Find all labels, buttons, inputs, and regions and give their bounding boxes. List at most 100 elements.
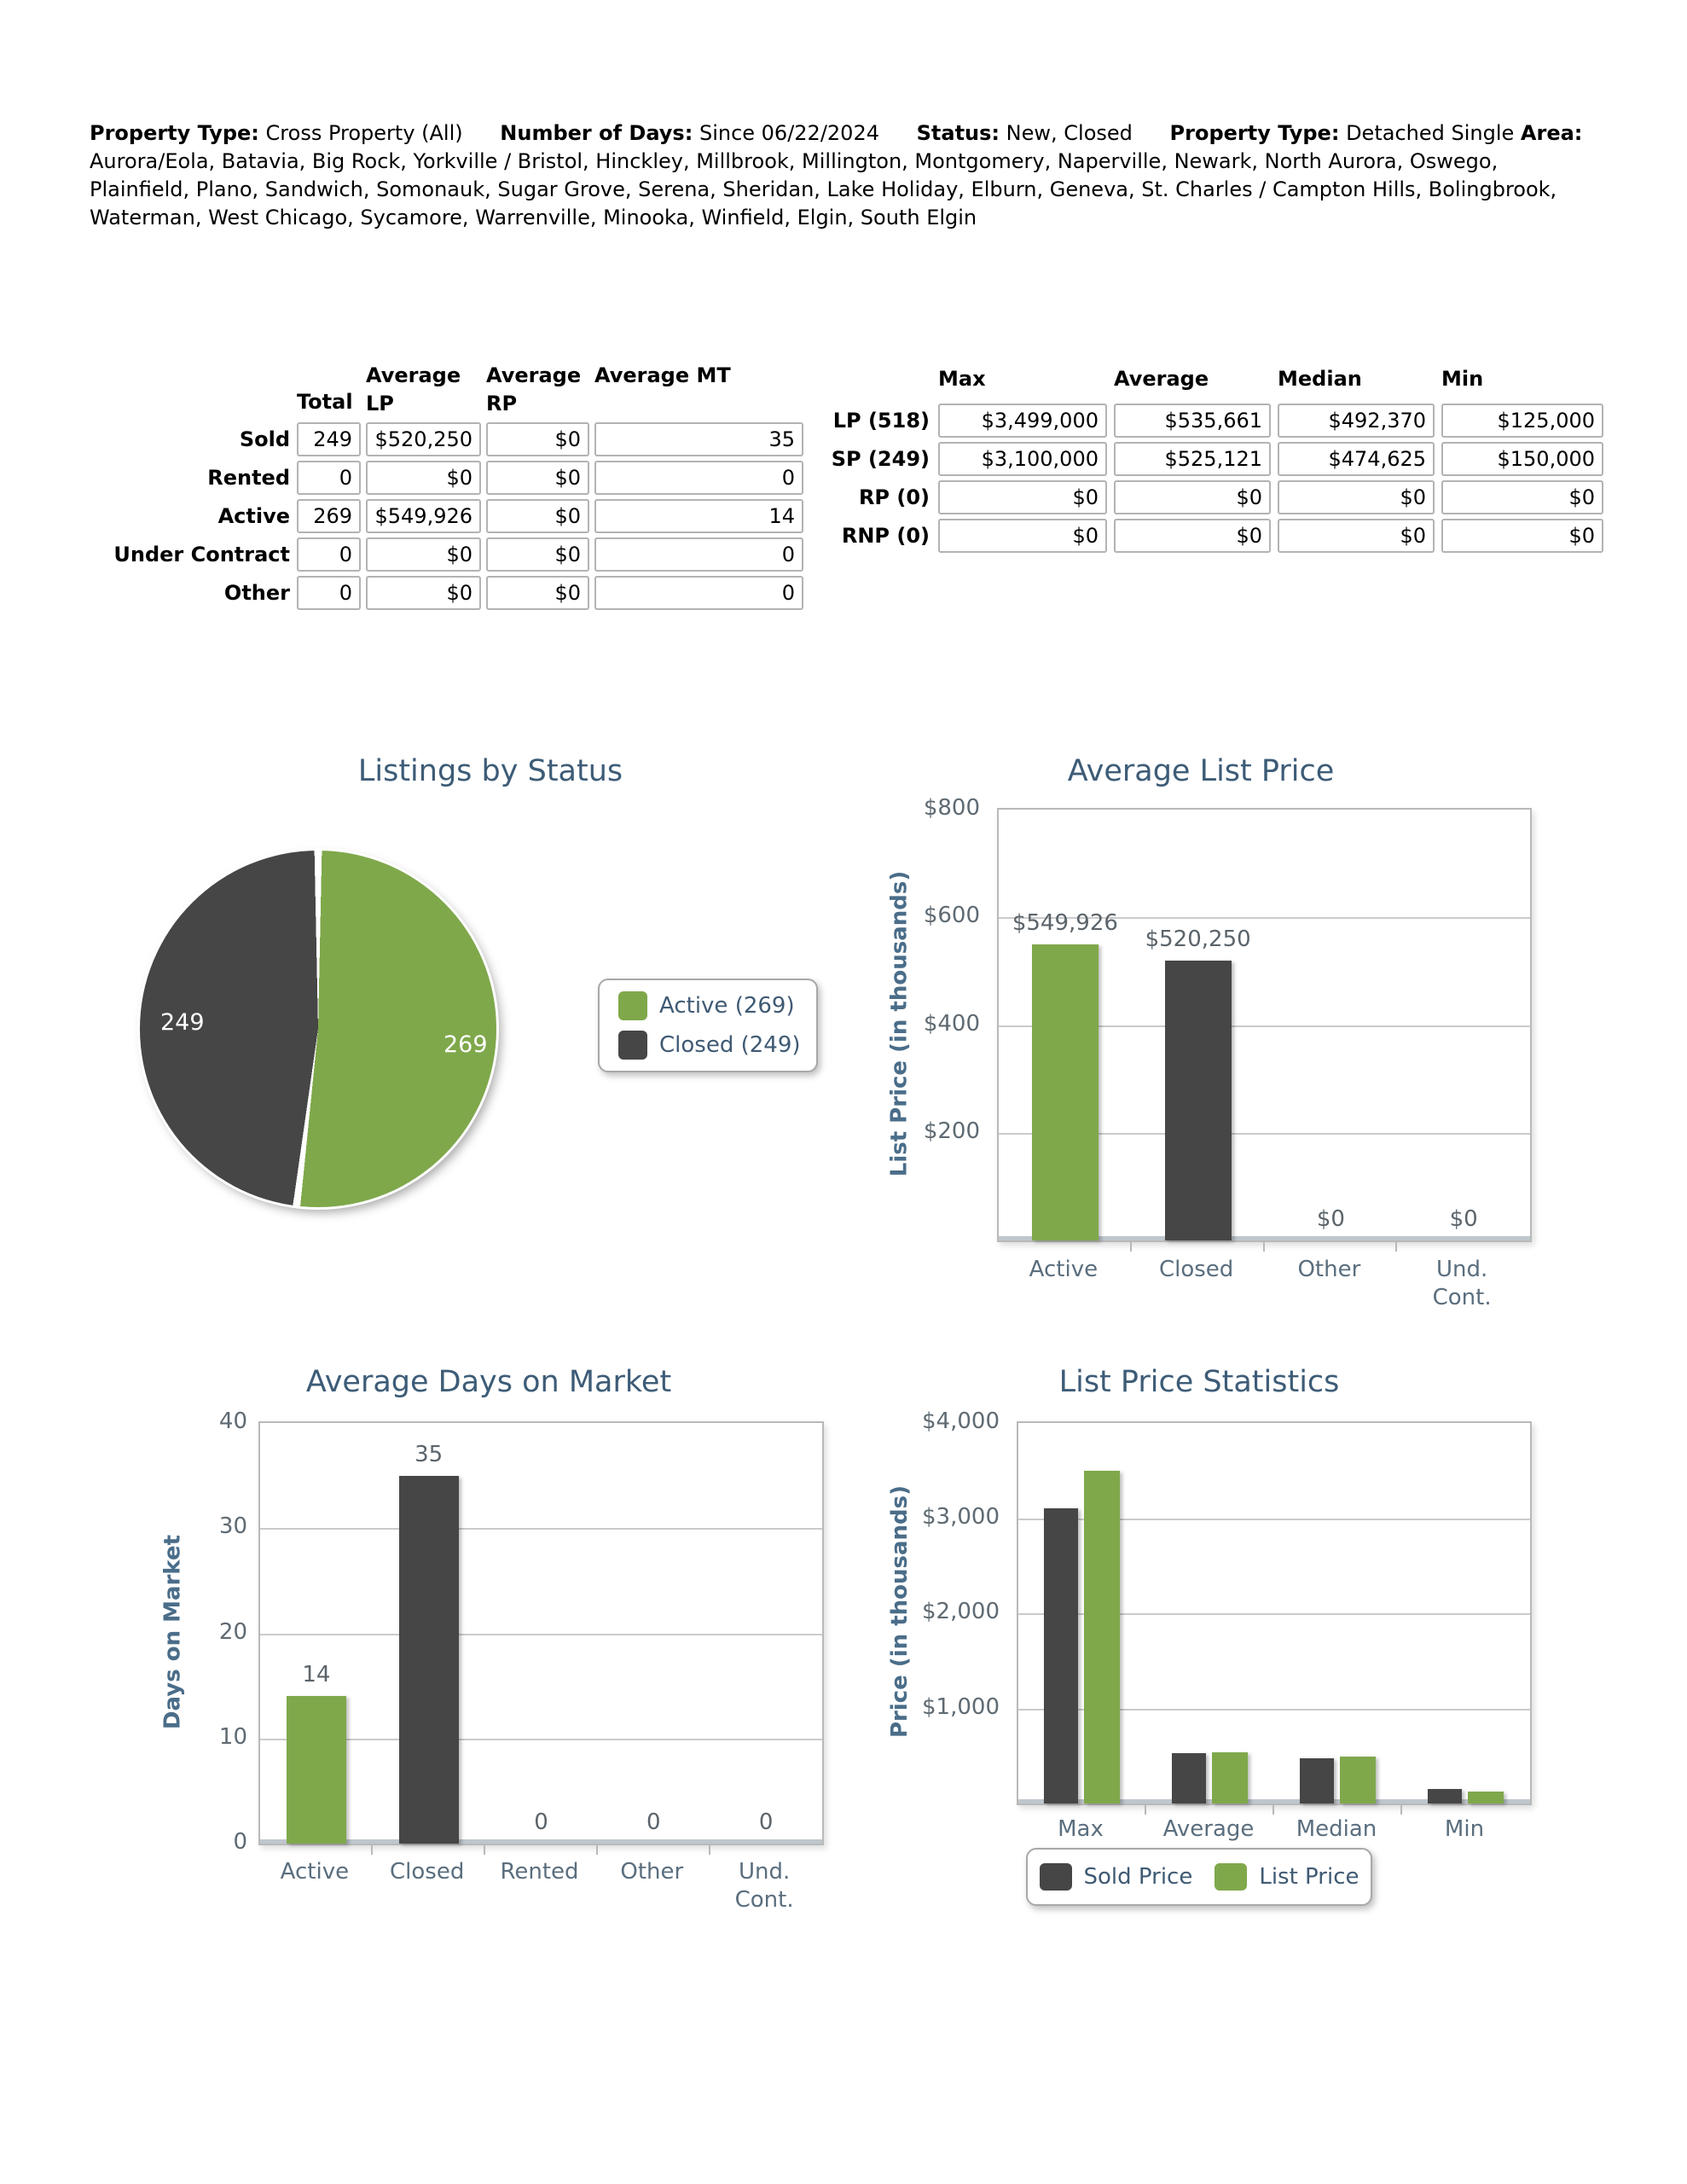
gridline xyxy=(260,1738,822,1740)
bar-column-closed: 35 xyxy=(373,1423,485,1844)
status-value: New, Closed xyxy=(1006,121,1133,145)
summary-cell: 0 xyxy=(297,537,361,572)
summary-corner xyxy=(91,362,292,418)
bar-sold-price xyxy=(1044,1508,1078,1804)
legend-label: Sold Price xyxy=(1083,1864,1193,1890)
bar-column-und-cont: 0 xyxy=(710,1423,822,1844)
summary-cell: 14 xyxy=(594,499,803,533)
summary-table: Total Average LP Average RP Average MT S… xyxy=(91,362,803,610)
ytick: $4,000 xyxy=(922,1409,1000,1434)
stats-cell: $0 xyxy=(1441,519,1603,553)
summary-row-label: Sold xyxy=(239,427,290,451)
sold-price-swatch-icon xyxy=(1039,1863,1072,1891)
gridline xyxy=(999,1132,1530,1135)
category-label: Und. Cont. xyxy=(734,1859,794,1913)
bar-sold-price xyxy=(1300,1758,1334,1804)
number-of-days-value: Since 06/22/2024 xyxy=(699,121,879,145)
stats-cell: $492,370 xyxy=(1278,404,1435,438)
stats-row-label: RP (0) xyxy=(858,485,930,509)
property-type-label: Property Type: xyxy=(90,121,259,145)
property-type2-value: Detached Single xyxy=(1346,121,1515,145)
bar-value-label: $0 xyxy=(1449,1206,1478,1232)
summary-cell: $0 xyxy=(366,461,481,495)
lp-stats-legend: Sold Price List Price xyxy=(1026,1848,1372,1906)
legend-label: Closed (249) xyxy=(659,1032,801,1058)
bar-value-label: $0 xyxy=(1316,1206,1345,1232)
ytick: $800 xyxy=(923,795,980,821)
bar-active xyxy=(286,1696,346,1844)
stats-cell: $525,121 xyxy=(1114,442,1271,476)
status-label: Status: xyxy=(916,121,1000,145)
stats-col-max: Max xyxy=(938,367,986,391)
bar-list-price xyxy=(1212,1752,1248,1804)
bar-value-label: $549,926 xyxy=(1012,909,1118,936)
summary-cell: $0 xyxy=(486,537,589,572)
stats-row-label: LP (518) xyxy=(832,409,930,433)
bar-group-average xyxy=(1146,1423,1274,1804)
category-label: Closed xyxy=(390,1859,465,1885)
ytick: 20 xyxy=(218,1618,247,1645)
pie-legend: Active (269) Closed (249) xyxy=(598,979,818,1072)
category-label: Average xyxy=(1162,1816,1255,1842)
stats-cell: $125,000 xyxy=(1441,404,1603,438)
ytick: $3,000 xyxy=(922,1503,1000,1530)
ytick: 30 xyxy=(218,1513,247,1540)
avg-list-price-title: Average List Price xyxy=(1067,754,1335,788)
ytick: $400 xyxy=(923,1010,980,1037)
avg-dom-plot: 14 35 0 0 0 xyxy=(258,1421,824,1845)
gridline xyxy=(1018,1708,1530,1711)
report-header: Property Type: Cross Property (All) Numb… xyxy=(90,119,1594,232)
stats-row-label: RNP (0) xyxy=(841,524,930,548)
pie-slice-value-closed: 249 xyxy=(160,1009,205,1036)
summary-row-label: Other xyxy=(223,581,290,605)
bar-list-price xyxy=(1340,1757,1376,1804)
category-label: Und. Cont. xyxy=(1432,1257,1492,1310)
bar-column-other: 0 xyxy=(597,1423,710,1844)
bar-group-min xyxy=(1402,1423,1530,1804)
summary-cell: $549,926 xyxy=(366,499,481,533)
lp-stats-categories: Max Average Median Min xyxy=(1017,1810,1528,1853)
stats-cell: $0 xyxy=(1114,480,1271,514)
pie-chart-title: Listings by Status xyxy=(357,754,623,788)
stats-cell: $0 xyxy=(1441,480,1603,514)
stats-corner xyxy=(819,365,931,392)
x-axis-tick xyxy=(596,1844,598,1855)
stats-cell: $0 xyxy=(1278,480,1435,514)
summary-cell: $520,250 xyxy=(366,422,481,456)
lp-stats-yticks: $4,000 $3,000 $2,000 $1,000 xyxy=(880,1409,1000,1802)
legend-item-sold-price: Sold Price xyxy=(1039,1863,1193,1891)
stats-cell: $0 xyxy=(1278,519,1435,553)
summary-col-avg-lp: Average LP xyxy=(366,363,461,415)
avg-dom-title: Average Days on Market xyxy=(305,1365,672,1399)
gridline xyxy=(1018,1613,1530,1615)
summary-cell: $0 xyxy=(366,576,481,610)
summary-col-avg-rp: Average RP xyxy=(486,363,582,415)
avg-dom-yticks: 40 30 20 10 0 xyxy=(128,1409,247,1855)
active-swatch-icon xyxy=(618,991,647,1020)
ytick: $600 xyxy=(923,903,980,929)
category-label: Closed xyxy=(1158,1257,1234,1282)
summary-cell: 249 xyxy=(297,422,361,456)
bar-value-label: 0 xyxy=(534,1809,548,1835)
bar-value-label: 35 xyxy=(415,1441,443,1467)
listings-by-status-pie: 249 269 xyxy=(140,851,496,1207)
avg-list-price-plot: $549,926 $520,250 $0 $0 xyxy=(997,808,1532,1242)
summary-col-total: Total xyxy=(297,390,353,414)
x-axis-tick xyxy=(371,1844,373,1855)
summary-cell: 35 xyxy=(594,422,803,456)
summary-cell: $0 xyxy=(486,576,589,610)
category-label: Median xyxy=(1296,1816,1377,1842)
bar-column-rented: 0 xyxy=(485,1423,598,1844)
legend-label: Active (269) xyxy=(659,993,795,1019)
property-type2-label: Property Type: xyxy=(1169,121,1340,145)
bar-list-price xyxy=(1084,1470,1120,1804)
x-axis-tick xyxy=(1272,1804,1274,1815)
category-label: Rented xyxy=(500,1859,579,1885)
legend-item-list-price: List Price xyxy=(1215,1863,1359,1891)
stats-cell: $535,661 xyxy=(1114,404,1271,438)
bar-column-active: $549,926 xyxy=(999,810,1132,1240)
x-axis-tick xyxy=(484,1844,485,1855)
bar-sold-price xyxy=(1172,1753,1206,1804)
gridline xyxy=(260,1528,822,1531)
